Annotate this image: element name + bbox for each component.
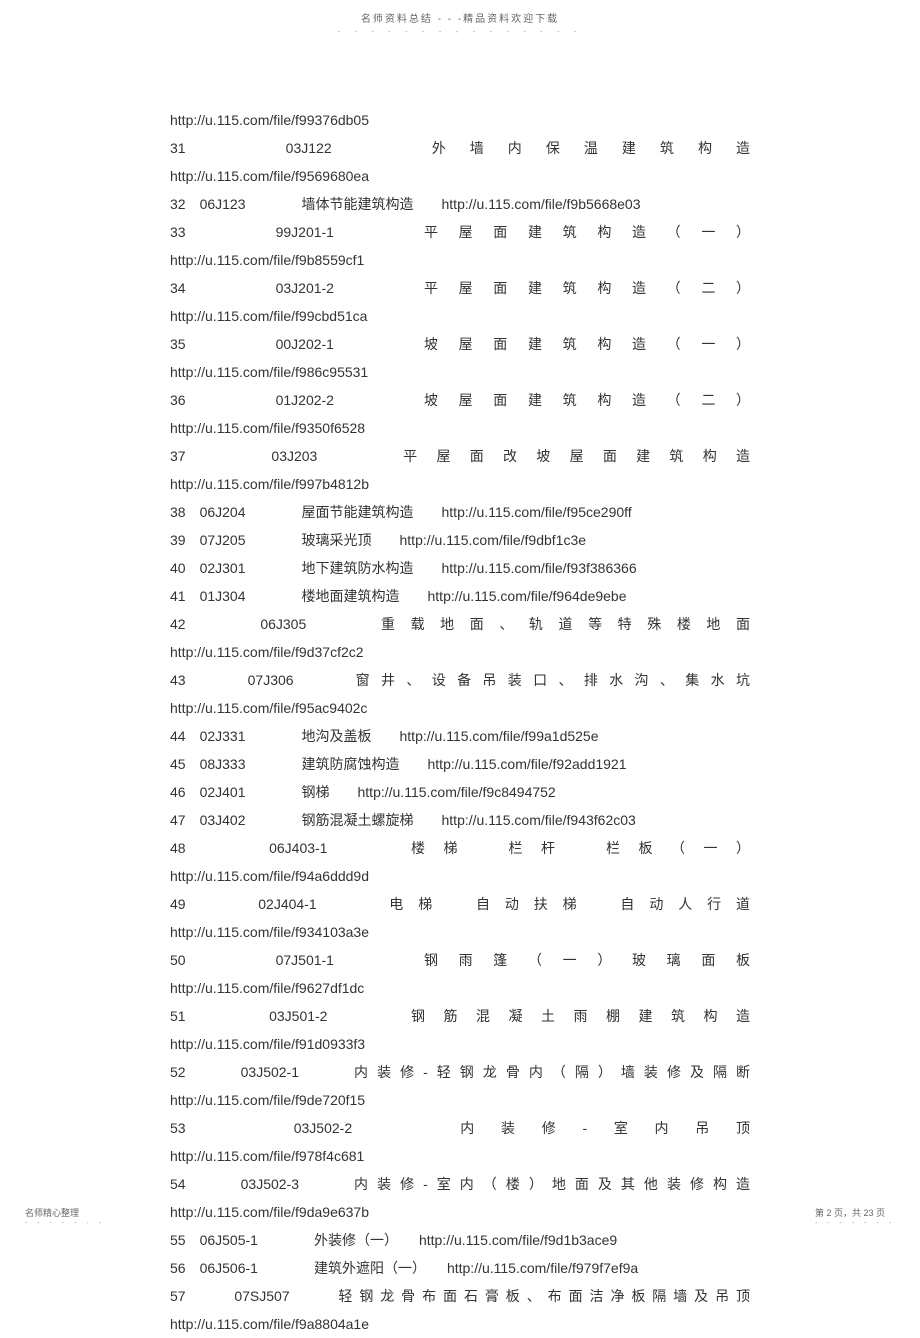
content-line: http://u.115.com/file/f934103a3e [170,918,750,946]
footer-left: 名师精心整理 - - - - - - - [25,1206,105,1227]
content-line: 40 02J301 地下建筑防水构造 http://u.115.com/file… [170,554,750,582]
content-line: 37 03J203 平屋面改坡屋面建筑构造 [170,442,750,470]
content-line: 46 02J401 钢梯 http://u.115.com/file/f9c84… [170,778,750,806]
content-line: http://u.115.com/file/f9569680ea [170,162,750,190]
content-line: 36 01J202-2 坡屋面建筑构造（二） [170,386,750,414]
content-line: 45 08J333 建筑防腐蚀构造 http://u.115.com/file/… [170,750,750,778]
content-line: 31 03J122 外墙内保温建筑构造 [170,134,750,162]
footer-right: 第 2 页，共 23 页 - - - - - - - [815,1206,895,1227]
content-line: 53 03J502-2 内装修-室内吊顶 [170,1114,750,1142]
header-dots: - - - - - - - - - - - - - - - [0,27,920,36]
content-line: 52 03J502-1 内装修-轻钢龙骨内（隔）墙装修及隔断 [170,1058,750,1086]
content-line: 56 06J506-1 建筑外遮阳（一） http://u.115.com/fi… [170,1254,750,1282]
content-line: http://u.115.com/file/f9de720f15 [170,1086,750,1114]
content-line: 43 07J306 窗井、设备吊装口、排水沟、集水坑 [170,666,750,694]
content-line: http://u.115.com/file/f94a6ddd9d [170,862,750,890]
content-line: http://u.115.com/file/f978f4c681 [170,1142,750,1170]
content-line: http://u.115.com/file/f9da9e637b [170,1198,750,1226]
content-line: 57 07SJ507 轻钢龙骨布面石膏板、布面洁净板隔墙及吊顶 [170,1282,750,1310]
content-line: 32 06J123 墙体节能建筑构造 http://u.115.com/file… [170,190,750,218]
document-content: http://u.115.com/file/f99376db0531 03J12… [0,36,920,1338]
content-line: 34 03J201-2 平屋面建筑构造（二） [170,274,750,302]
content-line: 54 03J502-3 内装修-室内（楼）地面及其他装修构造 [170,1170,750,1198]
content-line: http://u.115.com/file/f9350f6528 [170,414,750,442]
content-line: http://u.115.com/file/f9627df1dc [170,974,750,1002]
content-line: http://u.115.com/file/f99376db05 [170,106,750,134]
content-line: 42 06J305 重载地面、轨道等特殊楼地面 [170,610,750,638]
content-line: 49 02J404-1 电梯 自动扶梯 自动人行道 [170,890,750,918]
content-line: 55 06J505-1 外装修（一） http://u.115.com/file… [170,1226,750,1254]
content-line: 38 06J204 屋面节能建筑构造 http://u.115.com/file… [170,498,750,526]
content-line: 44 02J331 地沟及盖板 http://u.115.com/file/f9… [170,722,750,750]
content-line: http://u.115.com/file/f9b8559cf1 [170,246,750,274]
content-line: http://u.115.com/file/f95ac9402c [170,694,750,722]
content-line: http://u.115.com/file/f91d0933f3 [170,1030,750,1058]
content-line: http://u.115.com/file/f99cbd51ca [170,302,750,330]
page-header: 名师资料总结 - - -精品资料欢迎下载 - - - - - - - - - -… [0,0,920,36]
content-line: http://u.115.com/file/f9d37cf2c2 [170,638,750,666]
content-line: 48 06J403-1 楼梯 栏杆 栏板（一） [170,834,750,862]
content-line: http://u.115.com/file/f9a8804a1e [170,1310,750,1338]
content-line: 33 99J201-1 平屋面建筑构造（一） [170,218,750,246]
content-line: 39 07J205 玻璃采光顶 http://u.115.com/file/f9… [170,526,750,554]
content-line: 50 07J501-1 钢雨篷（一）玻璃面板 [170,946,750,974]
content-line: 51 03J501-2 钢筋混凝土雨棚建筑构造 [170,1002,750,1030]
content-line: 35 00J202-1 坡屋面建筑构造（一） [170,330,750,358]
content-line: http://u.115.com/file/f997b4812b [170,470,750,498]
content-line: 47 03J402 钢筋混凝土螺旋梯 http://u.115.com/file… [170,806,750,834]
content-line: 41 01J304 楼地面建筑构造 http://u.115.com/file/… [170,582,750,610]
content-line: http://u.115.com/file/f986c95531 [170,358,750,386]
header-title: 名师资料总结 - - -精品资料欢迎下载 [0,10,920,25]
